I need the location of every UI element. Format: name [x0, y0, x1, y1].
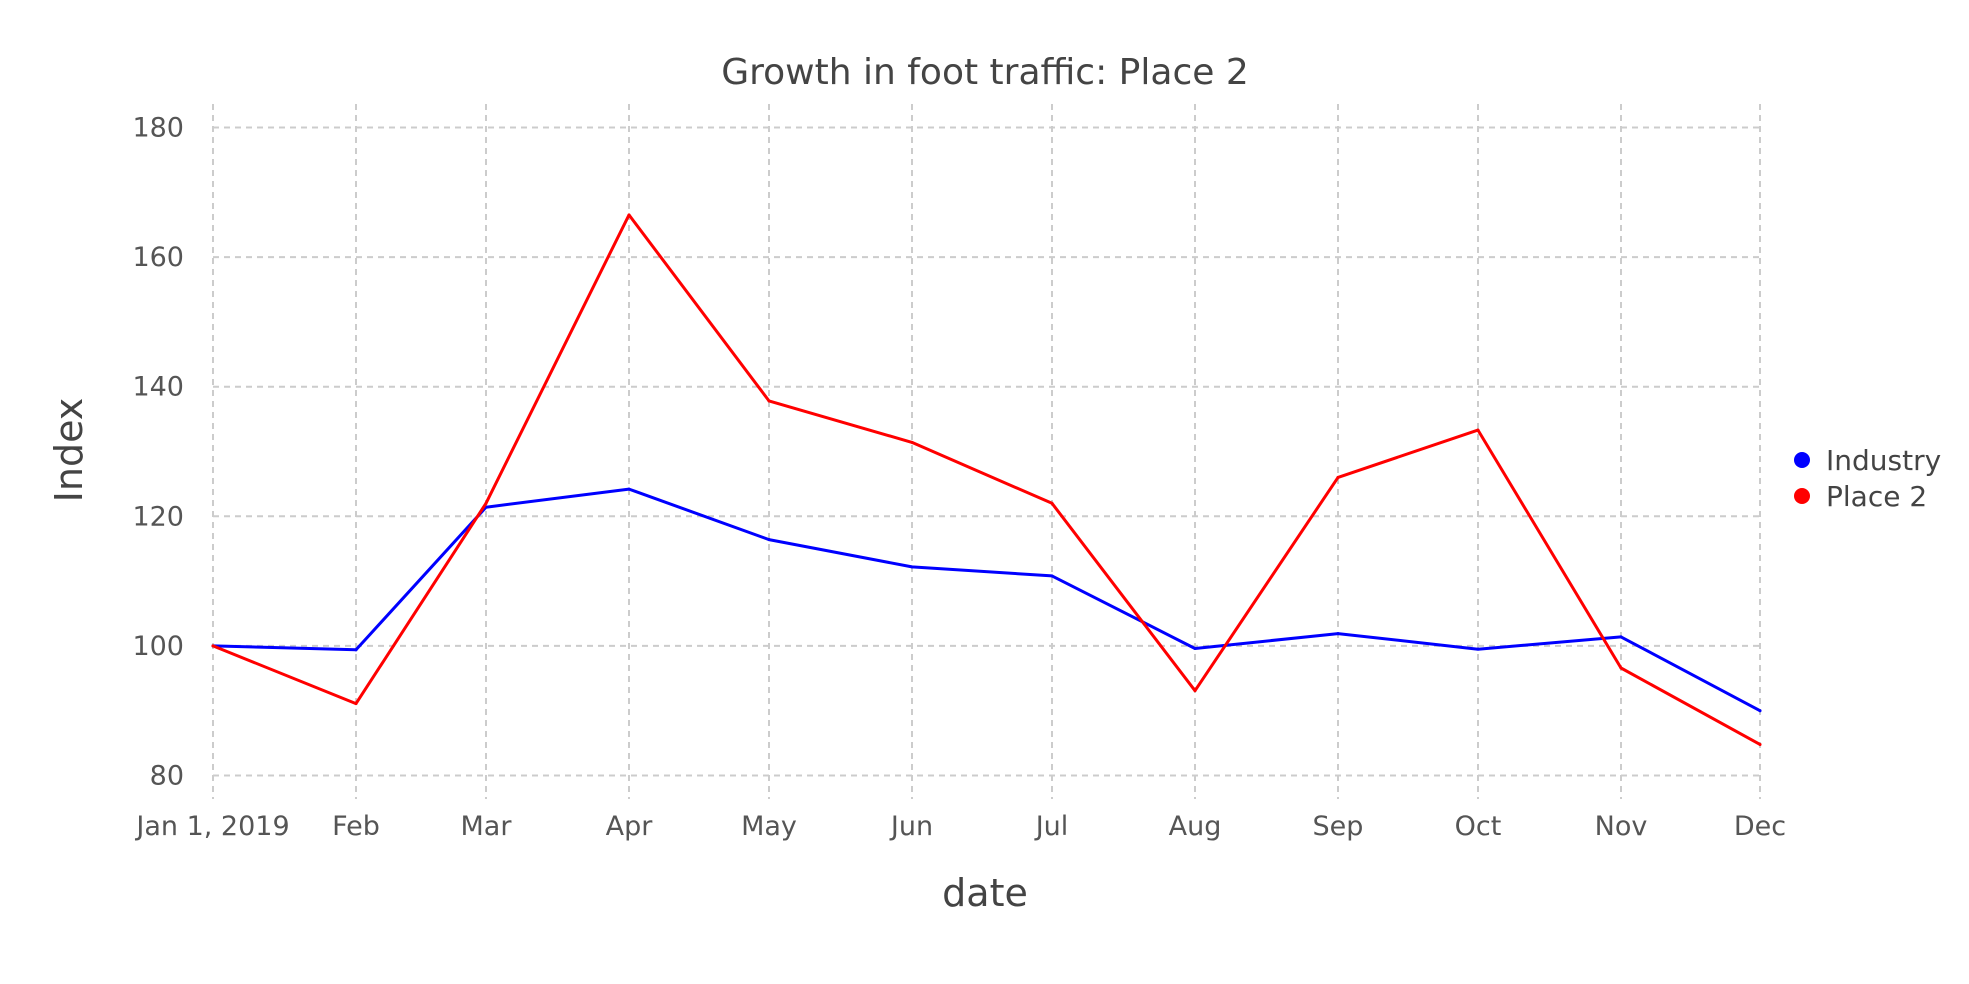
data-point	[1619, 666, 1623, 670]
legend-label: Place 2	[1826, 480, 1927, 513]
tick-labels: 80 100 120 140 160 180 Jan 1, 2019 Feb Mar Apr May…	[132, 112, 1786, 842]
x-tick-label: Apr	[606, 811, 654, 842]
x-tick-label: Dec	[1734, 811, 1786, 842]
data-point	[211, 644, 215, 648]
series-line-place-2	[211, 213, 1762, 746]
data-point	[910, 565, 914, 569]
data-point	[767, 399, 771, 403]
data-point	[627, 487, 631, 491]
data-point	[1476, 428, 1480, 432]
data-point	[767, 538, 771, 542]
series-layer	[211, 213, 1762, 746]
y-tick-label: 120	[132, 501, 184, 532]
data-point	[1193, 647, 1197, 651]
y-tick-label: 140	[132, 372, 184, 403]
data-point	[354, 702, 358, 706]
chart-title: Growth in foot traffic: Place 2	[721, 52, 1249, 93]
x-tick-label: Jul	[1034, 811, 1069, 842]
x-axis-title: date	[942, 871, 1028, 915]
data-point	[1336, 475, 1340, 479]
data-point	[1336, 632, 1340, 636]
y-tick-label: 80	[150, 761, 184, 792]
x-tick-label: Nov	[1595, 811, 1648, 842]
x-tick-label: May	[741, 811, 797, 842]
data-point	[1758, 709, 1762, 713]
x-tick-label: Aug	[1169, 811, 1222, 842]
x-tick-label: Jun	[889, 811, 933, 842]
x-tick-label: Oct	[1455, 811, 1502, 842]
data-point	[1050, 574, 1054, 578]
legend-label: Industry	[1826, 444, 1941, 477]
x-tick-label: Sep	[1313, 811, 1364, 842]
legend-marker	[1794, 452, 1810, 468]
data-point	[910, 440, 914, 444]
data-point	[1193, 689, 1197, 693]
grid	[212, 104, 1761, 799]
x-tick-label: Jan 1, 2019	[134, 811, 289, 842]
data-point	[1050, 501, 1054, 505]
data-point	[1758, 742, 1762, 746]
data-point	[484, 501, 488, 505]
data-point	[1619, 635, 1623, 639]
y-tick-label: 180	[132, 112, 184, 143]
data-point	[354, 648, 358, 652]
data-point	[1476, 647, 1480, 651]
y-tick-label: 100	[132, 631, 184, 662]
series-line-industry	[211, 487, 1762, 713]
data-point	[627, 213, 631, 217]
legend-marker	[1794, 488, 1810, 504]
y-axis-title: Index	[47, 398, 91, 503]
y-tick-label: 160	[132, 242, 184, 273]
x-tick-label: Feb	[332, 811, 380, 842]
x-tick-label: Mar	[461, 811, 513, 842]
